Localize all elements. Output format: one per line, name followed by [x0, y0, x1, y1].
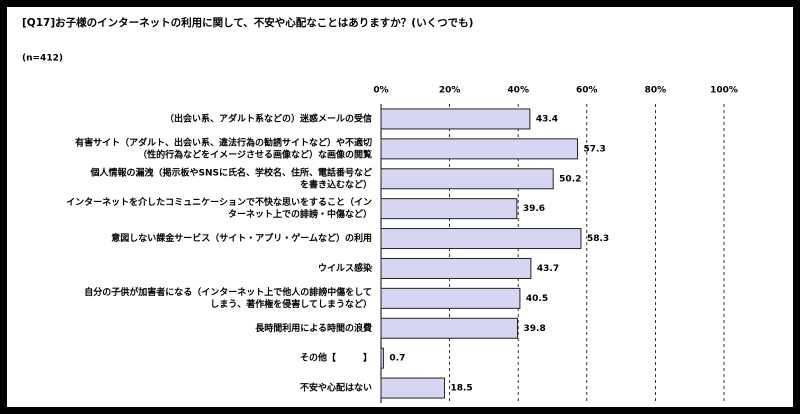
- x-tick-label: 20%: [439, 86, 461, 96]
- y-tick-label: （性的行為などをイメージさせる画像など）な画像の閲覧: [138, 148, 372, 160]
- bar: [380, 108, 531, 130]
- value-label: 0.7: [389, 354, 405, 364]
- x-tick-label: 0%: [373, 86, 388, 96]
- y-tick-label: 個人情報の漏洩（掲示板やSNSに氏名、学校名、住所、電話番号など: [90, 166, 373, 178]
- y-tick-label: を書き込むなど）: [300, 178, 372, 190]
- bar: [380, 287, 521, 309]
- y-tick-label: 自分の子供が加害者になる（インターネット上で他人の誹謗中傷をして: [84, 286, 372, 298]
- bar: [380, 228, 582, 250]
- value-label: 40.5: [526, 294, 548, 304]
- y-tick-label: 不安や心配はない: [300, 382, 372, 394]
- bar: [380, 168, 554, 190]
- value-label: 43.7: [537, 264, 559, 274]
- x-tick-label: 60%: [576, 86, 598, 96]
- chart-subtitle: (n=412): [22, 54, 63, 64]
- y-tick-label: インターネットを介したコミュニケーションで不快な思いをすること（イン: [66, 196, 372, 208]
- x-tick-label: 40%: [507, 86, 529, 96]
- value-label: 50.2: [559, 174, 581, 184]
- bar: [380, 317, 519, 339]
- y-tick-label: 有害サイト（アダルト、出会い系、違法行為の勧誘サイトなど）や不適切: [75, 136, 372, 148]
- value-label: 18.5: [450, 384, 472, 394]
- x-tick-label: 80%: [645, 86, 667, 96]
- value-label: 43.4: [536, 114, 558, 124]
- y-tick-label: ウイルス感染: [318, 262, 373, 274]
- y-tick-label: （出会い系、アダルト系などの）迷惑メールの受信: [165, 112, 372, 124]
- y-tick-label: 長時間利用による時間の浪費: [255, 322, 372, 334]
- value-label: 57.3: [584, 144, 606, 154]
- x-tick-label: 100%: [710, 86, 738, 96]
- chart-title: [Q17]お子様のインターネットの利用に関して、不安や心配なことはありますか？(…: [22, 16, 473, 29]
- y-tick-label: しまう、著作権を侵害してしまうなど）: [210, 298, 372, 310]
- bar: [380, 138, 579, 160]
- bar: [380, 257, 532, 279]
- y-tick-label: その他【 】: [300, 352, 372, 364]
- value-label: 39.6: [523, 204, 545, 214]
- bar: [380, 198, 518, 220]
- value-label: 58.3: [587, 234, 609, 244]
- y-tick-label: ターネット上での誹謗・中傷など）: [228, 208, 372, 220]
- value-label: 39.8: [524, 324, 546, 334]
- y-tick-label: 意図しない課金サービス（サイト・アプリ・ゲームなど）の利用: [111, 232, 372, 244]
- bar: [380, 347, 384, 369]
- bar: [380, 377, 445, 399]
